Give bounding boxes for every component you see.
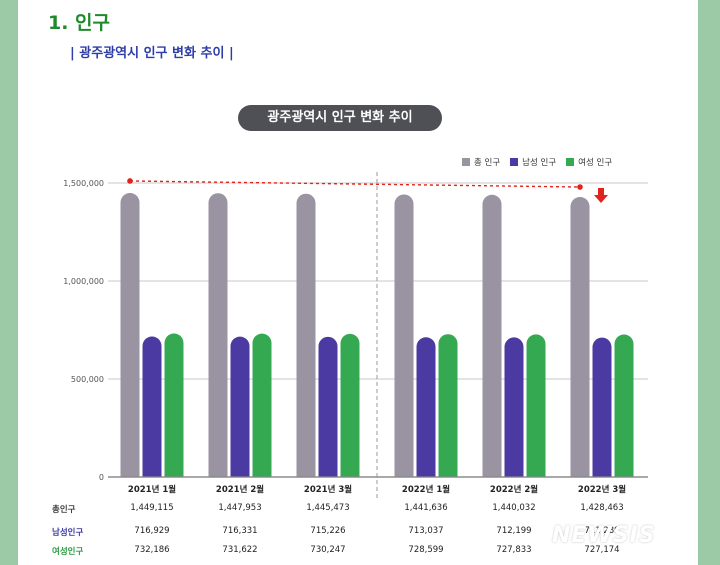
table-cell: 730,247 (310, 545, 346, 555)
bar-female (252, 333, 272, 477)
bar-male (504, 337, 524, 477)
trend-start-dot (127, 178, 133, 184)
chart-title: 광주광역시 인구 변화 추이 (238, 105, 442, 131)
legend-swatch-total (462, 158, 470, 166)
table-cell: 1,449,115 (130, 503, 174, 513)
table-cell: 715,226 (310, 526, 346, 536)
table-cell: 1,440,032 (492, 503, 536, 513)
section-subheading: | 광주광역시 인구 변화 추이 | (70, 46, 234, 61)
down-arrow-icon (594, 188, 608, 203)
table-row-label: 남성인구 (52, 528, 84, 538)
bar-total (482, 194, 502, 478)
bar-total (394, 194, 414, 477)
bar-male (230, 336, 250, 477)
legend-swatch-male (510, 158, 519, 166)
trend-line (129, 180, 581, 188)
table-cell: 716,331 (222, 526, 258, 536)
table-cell: 713,037 (408, 526, 444, 536)
bar-female (526, 334, 546, 477)
legend-item-female: 여성 인구 (566, 156, 612, 168)
x-category-label: 2022년 1월 (402, 484, 450, 495)
bar-total (570, 197, 590, 477)
bar-female (340, 333, 360, 477)
legend-label-female: 여성 인구 (578, 158, 613, 168)
bar-male (142, 336, 162, 477)
table-cell: 732,186 (134, 545, 170, 555)
legend-swatch-female (566, 158, 575, 166)
legend-item-male: 남성 인구 (510, 156, 556, 168)
x-category-label: 2021년 2월 (216, 484, 264, 495)
bar-total (208, 193, 228, 477)
table-cell: 731,622 (222, 545, 258, 555)
table-cell: 728,599 (408, 545, 444, 555)
table-cell: 1,441,636 (404, 503, 448, 513)
section-heading: 1. 인구 (48, 12, 111, 34)
y-tick-label: 1,000,000 (63, 277, 104, 286)
x-category-label: 2022년 3월 (578, 484, 626, 495)
table-row-label: 총인구 (52, 505, 76, 515)
y-tick-label: 1,500,000 (63, 179, 104, 188)
table-cell: 716,929 (134, 526, 170, 536)
legend-item-total: 총 인구 (462, 156, 500, 168)
bar-female (164, 333, 184, 477)
x-category-label: 2021년 3월 (304, 484, 352, 495)
y-tick-label: 500,000 (71, 375, 104, 384)
trend-end-dot (577, 184, 583, 190)
newsis-watermark: NEWSIS (552, 523, 656, 548)
table-cell: 1,447,953 (218, 503, 262, 513)
table-cell: 1,445,473 (306, 503, 350, 513)
x-category-label: 2022년 2월 (490, 484, 538, 495)
bar-female (438, 334, 458, 477)
table-cell: 727,833 (496, 545, 532, 555)
table-cell: 712,199 (496, 526, 532, 536)
bar-total (296, 193, 316, 477)
x-category-label: 2021년 1월 (128, 484, 176, 495)
bar-male (416, 337, 436, 477)
table-cell: 1,428,463 (580, 503, 624, 513)
chart-legend: 총 인구 남성 인구 여성 인구 (462, 156, 612, 168)
legend-label-total: 총 인구 (474, 158, 501, 168)
bar-female (614, 334, 634, 477)
bar-male (318, 336, 338, 477)
table-row-label: 여성인구 (52, 547, 84, 557)
table-cell: 727,174 (584, 545, 620, 555)
table-cell: 711,289 (584, 526, 620, 536)
bar-male (592, 337, 612, 477)
legend-label-male: 남성 인구 (522, 158, 557, 168)
bar-total (120, 192, 140, 478)
y-tick-label: 0 (99, 473, 104, 482)
